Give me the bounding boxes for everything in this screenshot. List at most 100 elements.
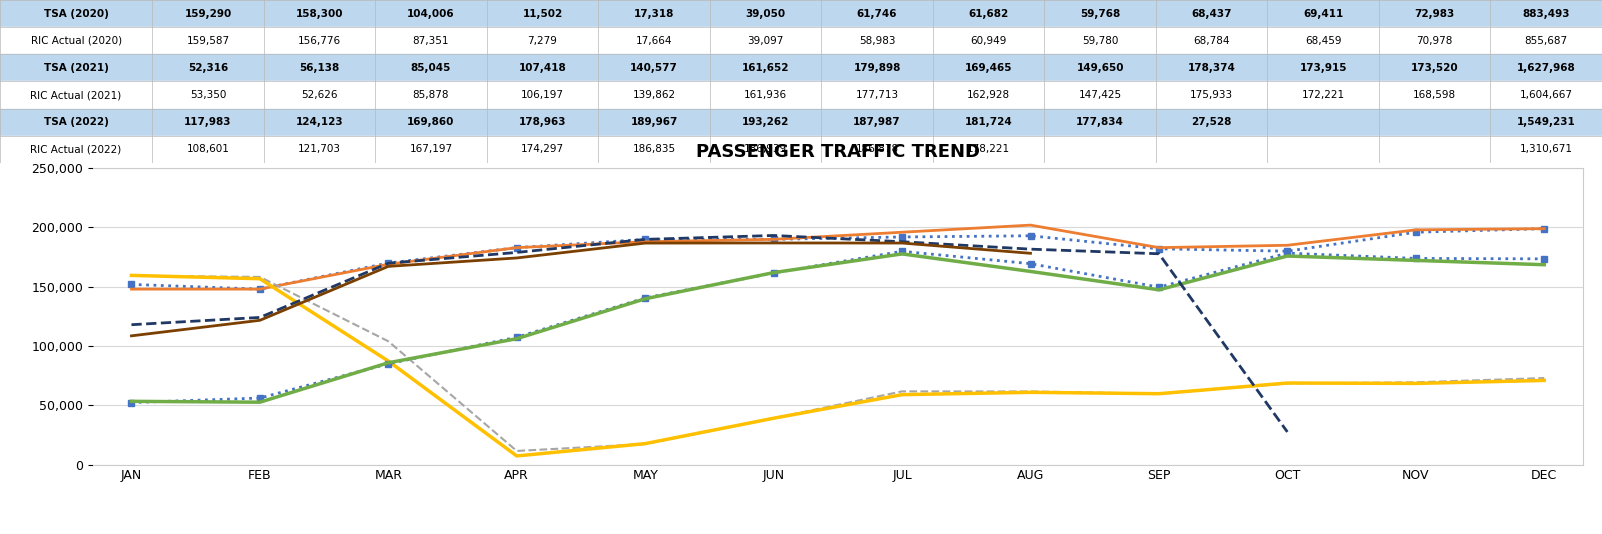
RIC Actual (2019)	[636, 239, 655, 245]
Text: 168,598: 168,598	[1413, 90, 1456, 100]
Text: 178,963: 178,963	[519, 117, 566, 127]
RIC Actual (2020)	[1535, 377, 1554, 383]
Text: 187,987: 187,987	[854, 117, 900, 127]
TSA (2020)	[892, 388, 912, 395]
TSA (2019)	[892, 234, 912, 240]
Text: 87,351: 87,351	[413, 36, 449, 46]
Text: TSA (2022): TSA (2022)	[43, 117, 109, 127]
Text: 104,006: 104,006	[407, 9, 455, 19]
Text: 68,459: 68,459	[1306, 36, 1341, 46]
Text: 177,713: 177,713	[855, 90, 899, 100]
RIC Actual (2021)	[1020, 268, 1040, 274]
Line: TSA (2019): TSA (2019)	[128, 226, 1548, 292]
TSA (2020)	[1407, 379, 1426, 386]
TSA (2019)	[1535, 225, 1554, 232]
Text: 17,318: 17,318	[634, 9, 674, 19]
Text: 85,045: 85,045	[410, 63, 452, 73]
Text: 156,776: 156,776	[298, 36, 341, 46]
TSA (2021)	[1149, 284, 1168, 290]
Text: 175,933: 175,933	[1190, 90, 1234, 100]
Legend: TSA (2019), RIC Actual (2019), TSA (2020), RIC Actual (2020), TSA (2021), RIC Ac: TSA (2019), RIC Actual (2019), TSA (2020…	[349, 529, 1326, 534]
TSA (2022)	[508, 249, 527, 256]
Text: 178,221: 178,221	[968, 144, 1011, 154]
TSA (2019)	[1020, 233, 1040, 239]
Text: 59,780: 59,780	[1081, 36, 1118, 46]
TSA (2021)	[250, 395, 269, 401]
Text: 181,724: 181,724	[964, 117, 1012, 127]
Text: 59,768: 59,768	[1080, 9, 1120, 19]
Bar	[0, 27, 1602, 54]
RIC Actual (2019)	[378, 261, 397, 268]
Text: 179,898: 179,898	[854, 63, 900, 73]
Text: 61,746: 61,746	[857, 9, 897, 19]
TSA (2021)	[508, 334, 527, 341]
Text: 85,878: 85,878	[413, 90, 449, 100]
TSA (2021)	[1535, 256, 1554, 262]
Text: TSA (2020): TSA (2020)	[43, 9, 109, 19]
Text: 61,682: 61,682	[969, 9, 1009, 19]
RIC Actual (2021)	[1407, 257, 1426, 264]
RIC Actual (2020)	[1278, 380, 1298, 386]
Text: 68,784: 68,784	[1193, 36, 1230, 46]
Text: 173,520: 173,520	[1411, 63, 1458, 73]
Text: 140,577: 140,577	[630, 63, 678, 73]
RIC Actual (2022)	[892, 240, 912, 246]
Text: 56,138: 56,138	[300, 63, 340, 73]
Line: RIC Actual (2021): RIC Actual (2021)	[131, 254, 1544, 402]
RIC Actual (2021)	[250, 399, 269, 405]
TSA (2019)	[250, 286, 269, 292]
Text: 107,418: 107,418	[519, 63, 567, 73]
TSA (2021)	[122, 399, 141, 406]
TSA (2022)	[892, 239, 912, 245]
Text: 159,290: 159,290	[184, 9, 232, 19]
Bar	[0, 81, 1602, 108]
TSA (2020)	[1535, 375, 1554, 381]
Text: 172,221: 172,221	[1302, 90, 1344, 100]
RIC Actual (2019)	[122, 286, 141, 292]
Line: RIC Actual (2020): RIC Actual (2020)	[131, 276, 1544, 456]
TSA (2019)	[1149, 246, 1168, 252]
Title: PASSENGER TRAFFIC TREND: PASSENGER TRAFFIC TREND	[695, 143, 980, 161]
Text: 1,310,671: 1,310,671	[1520, 144, 1573, 154]
Text: 124,123: 124,123	[296, 117, 343, 127]
RIC Actual (2019)	[250, 286, 269, 292]
TSA (2020)	[122, 272, 141, 279]
Bar	[0, 0, 1602, 27]
Text: 161,936: 161,936	[743, 90, 787, 100]
RIC Actual (2022)	[378, 263, 397, 270]
Text: 69,411: 69,411	[1302, 9, 1344, 19]
TSA (2019)	[1407, 229, 1426, 235]
Text: TSA (2021): TSA (2021)	[43, 63, 109, 73]
RIC Actual (2020)	[378, 358, 397, 364]
Text: 158,300: 158,300	[296, 9, 343, 19]
Text: 108,601: 108,601	[186, 144, 229, 154]
RIC Actual (2021)	[122, 398, 141, 405]
Text: 147,425: 147,425	[1078, 90, 1121, 100]
TSA (2022)	[1149, 250, 1168, 257]
Text: 162,928: 162,928	[968, 90, 1011, 100]
RIC Actual (2020)	[508, 453, 527, 459]
Text: 174,297: 174,297	[521, 144, 564, 154]
RIC Actual (2019)	[1020, 222, 1040, 229]
TSA (2022)	[1278, 429, 1298, 435]
RIC Actual (2022)	[250, 317, 269, 324]
Text: 1,549,231: 1,549,231	[1517, 117, 1576, 127]
Text: 58,983: 58,983	[859, 36, 896, 46]
TSA (2020)	[378, 338, 397, 344]
TSA (2021)	[1278, 250, 1298, 256]
Text: 68,437: 68,437	[1192, 9, 1232, 19]
Text: 139,862: 139,862	[633, 90, 676, 100]
Text: RIC Actual (2021): RIC Actual (2021)	[30, 90, 122, 100]
Text: 855,687: 855,687	[1525, 36, 1568, 46]
Text: 52,626: 52,626	[301, 90, 338, 100]
RIC Actual (2021)	[508, 335, 527, 342]
TSA (2022)	[122, 321, 141, 328]
Text: 1,627,968: 1,627,968	[1517, 63, 1576, 73]
Text: 52,316: 52,316	[187, 63, 227, 73]
RIC Actual (2022)	[1020, 250, 1040, 256]
RIC Actual (2020)	[636, 441, 655, 447]
Text: 70,978: 70,978	[1416, 36, 1453, 46]
Text: 17,664: 17,664	[636, 36, 673, 46]
Text: 39,050: 39,050	[745, 9, 785, 19]
TSA (2021)	[1407, 255, 1426, 262]
